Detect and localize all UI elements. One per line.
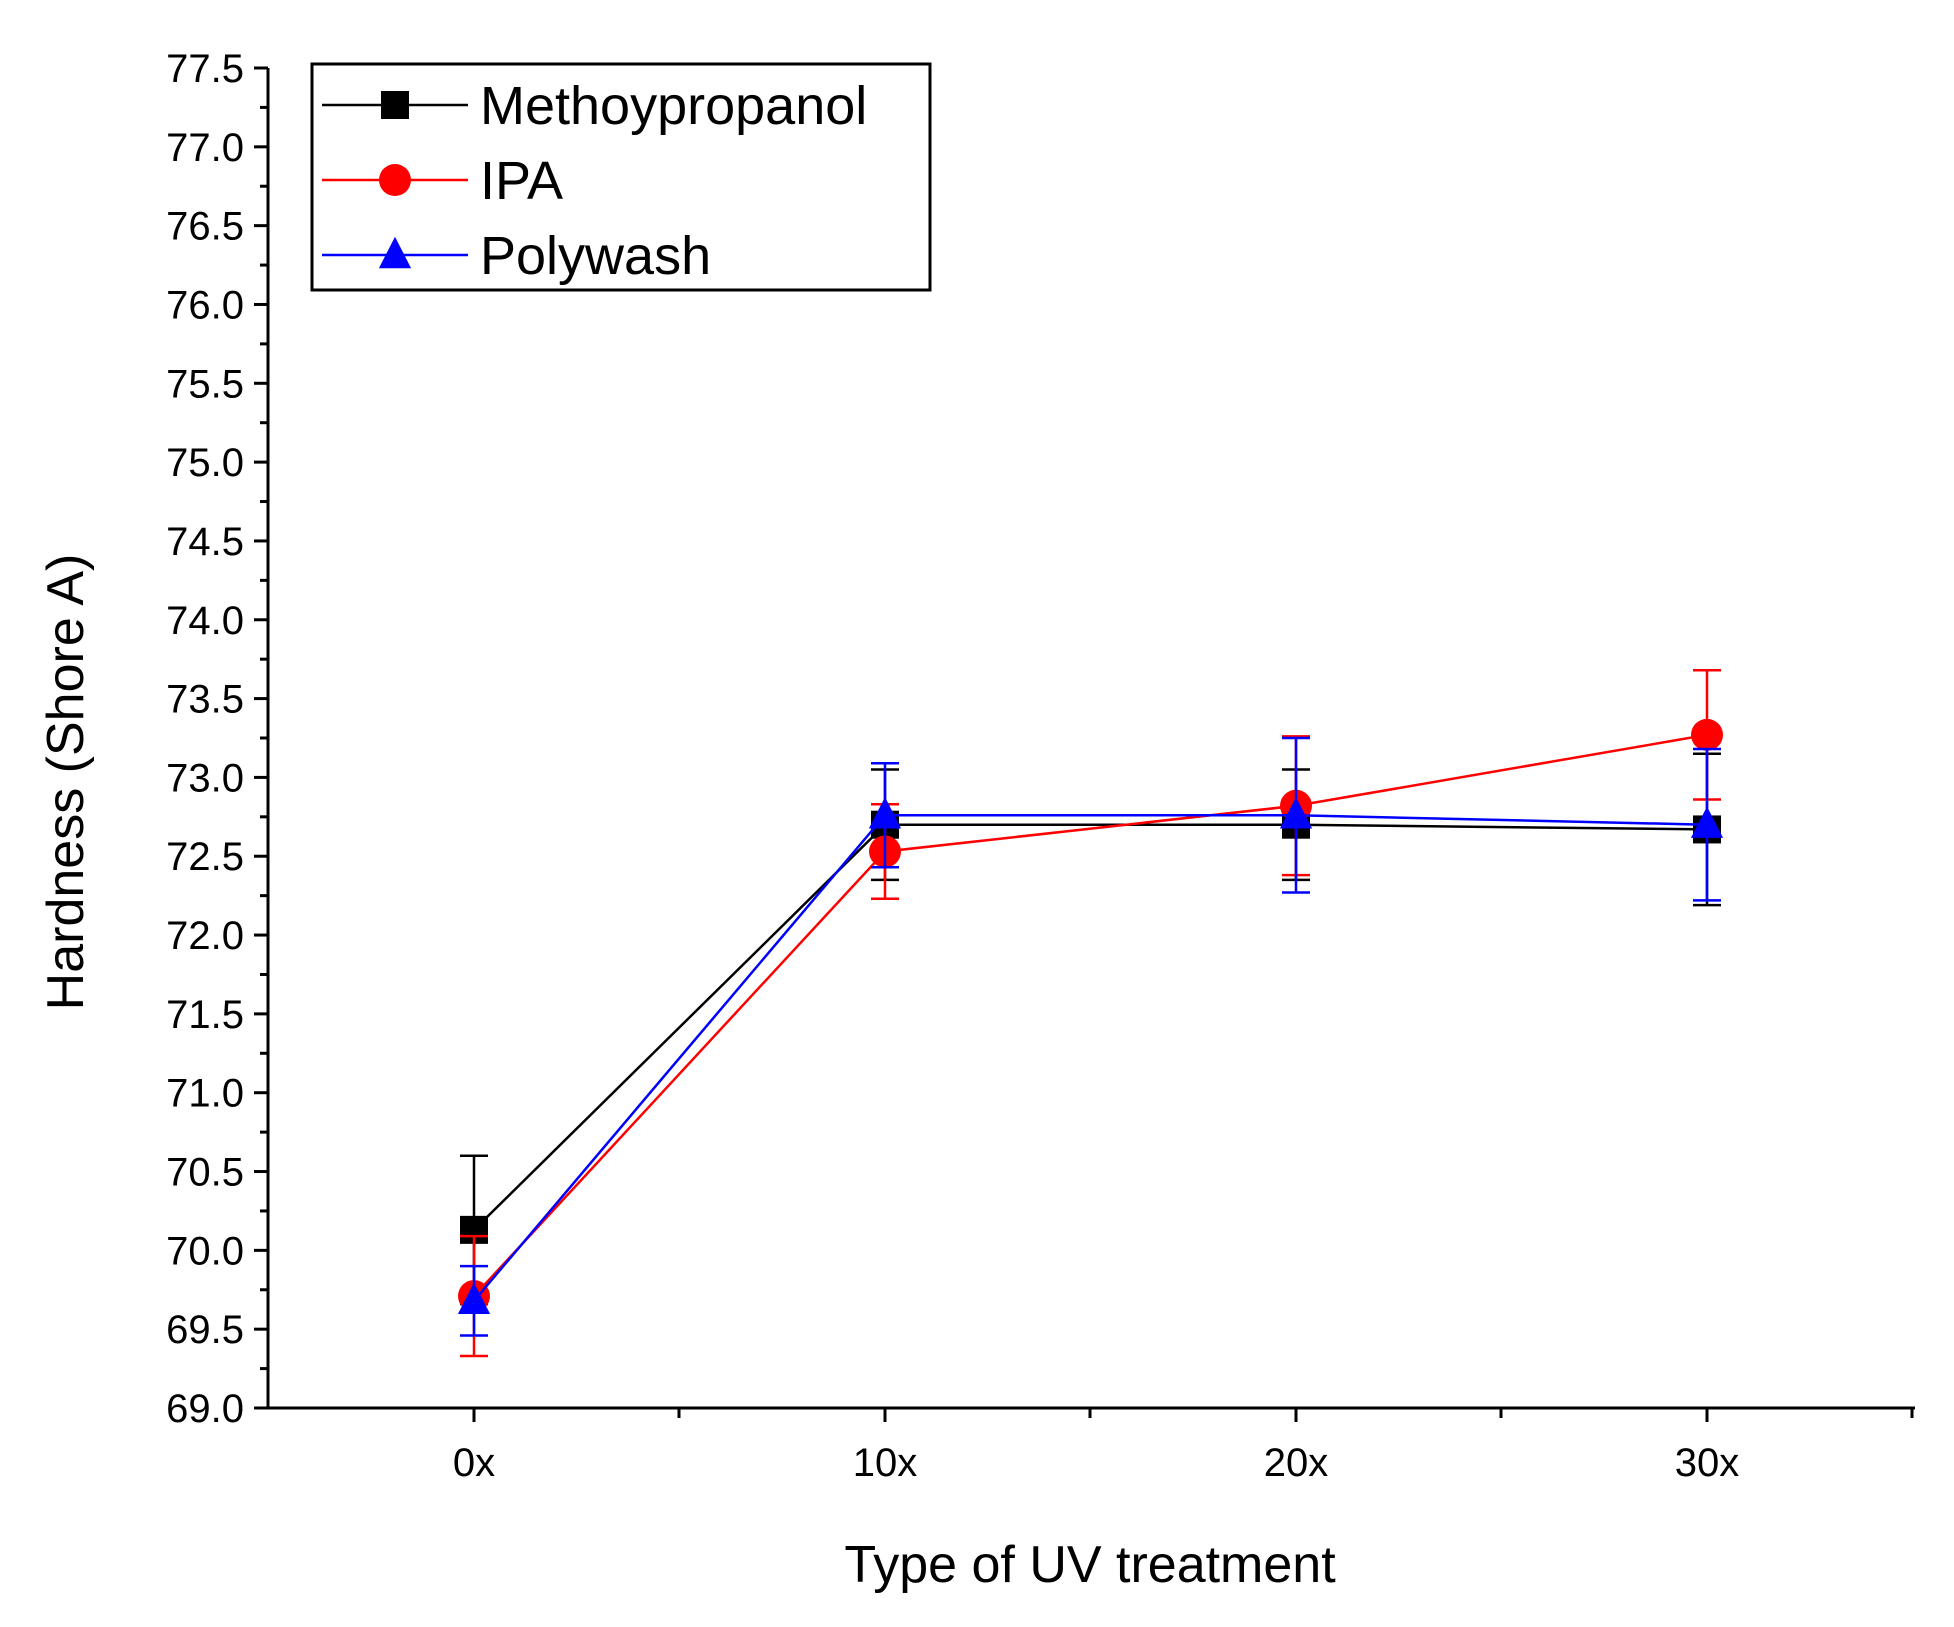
y-tick-label: 72.0 [166, 914, 244, 958]
legend-marker [378, 236, 412, 269]
y-tick-label: 75.0 [166, 441, 244, 485]
x-axis-ticks: 0x 10x 20x 30x [453, 1408, 1914, 1485]
y-tick-label: 75.5 [166, 362, 244, 406]
y-tick-label: 71.0 [166, 1072, 244, 1116]
legend-label: Polywash [480, 226, 711, 286]
series-layer [457, 668, 1724, 1358]
data-point [868, 797, 902, 829]
data-point [1690, 806, 1724, 838]
y-tick-label: 77.5 [166, 47, 244, 91]
data-point [1691, 718, 1723, 751]
y-tick-label: 77.0 [166, 126, 244, 170]
y-tick-label: 70.5 [166, 1151, 244, 1195]
x-axis-label: Type of UV treatment [844, 1536, 1336, 1594]
series-polywash [457, 736, 1724, 1337]
y-tick-label: 71.5 [166, 993, 244, 1037]
data-point [457, 1282, 491, 1315]
y-axis-label: Hardness (Shore A) [37, 554, 95, 1011]
x-tick-label: 0x [453, 1441, 495, 1485]
series-line [473, 823, 1708, 1231]
x-tick-label: 10x [853, 1441, 918, 1485]
series-ipa [458, 668, 1723, 1358]
y-tick-label: 70.0 [166, 1229, 244, 1273]
data-point [1279, 797, 1313, 829]
y-axis-ticks: 69.0 69.5 70.0 70.5 71.0 71.5 72.0 72.5 73.0 73.5… [166, 47, 268, 1431]
legend-label: IPA [480, 151, 563, 211]
y-tick-label: 72.5 [166, 835, 244, 879]
legend-box [310, 62, 932, 292]
y-tick-label: 69.5 [166, 1308, 244, 1352]
y-tick-label: 76.5 [166, 205, 244, 249]
x-tick-label: 30x [1675, 1441, 1740, 1485]
legend-marker [381, 91, 409, 119]
y-tick-label: 73.5 [166, 678, 244, 722]
series-line [473, 733, 1708, 1297]
series-methoypropanol [460, 752, 1721, 1306]
y-tick-label: 76.0 [166, 283, 244, 327]
y-tick-label: 74.0 [166, 599, 244, 643]
y-tick-label: 69.0 [166, 1387, 244, 1431]
y-tick-label: 73.0 [166, 756, 244, 800]
series-line [473, 813, 1708, 1302]
legend-marker [379, 164, 411, 196]
y-tick-label: 74.5 [166, 520, 244, 564]
legend: Methoypropanol IPA Polywash [310, 62, 932, 292]
x-tick-label: 20x [1264, 1441, 1329, 1485]
legend-label: Methoypropanol [480, 76, 867, 136]
